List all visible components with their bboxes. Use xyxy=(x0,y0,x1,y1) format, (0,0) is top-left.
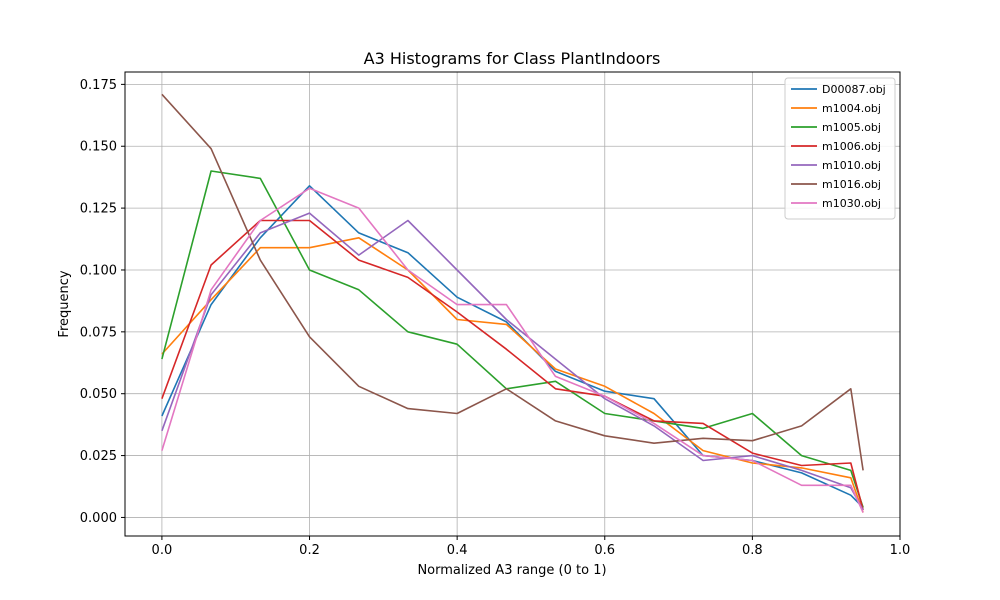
x-tick-label: 0.0 xyxy=(152,543,173,558)
y-axis-label: Frequency xyxy=(57,270,72,337)
x-tick-label: 0.4 xyxy=(447,543,468,558)
x-tick-label: 1.0 xyxy=(890,543,911,558)
legend-label-m1004-obj: m1004.obj xyxy=(822,102,881,115)
x-axis-label: Normalized A3 range (0 to 1) xyxy=(417,563,606,578)
series-line-m1004-obj xyxy=(161,237,864,513)
x-tick-label: 0.8 xyxy=(742,543,763,558)
y-tick-label: 0.100 xyxy=(80,263,117,278)
y-tick-label: 0.125 xyxy=(80,202,117,217)
y-tick-label: 0.175 xyxy=(80,78,117,93)
series-layer xyxy=(161,93,864,513)
y-tick-label: 0.000 xyxy=(80,511,117,526)
series-line-m1010-obj xyxy=(161,212,864,511)
chart-title: A3 Histograms for Class PlantIndoors xyxy=(364,49,661,68)
legend: D00087.obj m1004.obj m1005.obj m1006.obj m10… xyxy=(784,77,896,220)
ticks: 0.0 0.2 0.4 0.6 0.8 1.0 0.000 0.025 0.050 0.075 0.… xyxy=(80,78,911,558)
legend-label-m1005-obj: m1005.obj xyxy=(822,121,881,134)
x-tick-label: 0.6 xyxy=(594,543,615,558)
series-line-m1005-obj xyxy=(161,170,864,508)
plot-frame xyxy=(124,71,901,537)
legend-label-m1010-obj: m1010.obj xyxy=(822,159,881,172)
y-tick-label: 0.075 xyxy=(80,325,117,340)
legend-label-m1006-obj: m1006.obj xyxy=(822,140,881,153)
series-line-m1030-obj xyxy=(161,187,864,513)
y-tick-label: 0.150 xyxy=(80,140,117,155)
y-tick-label: 0.025 xyxy=(80,449,117,464)
x-tick-label: 0.2 xyxy=(299,543,320,558)
y-tick-label: 0.050 xyxy=(80,387,117,402)
legend-label-m1030-obj: m1030.obj xyxy=(822,197,881,210)
series-line-d00087-obj xyxy=(161,185,864,509)
legend-label-m1016-obj: m1016.obj xyxy=(822,178,881,191)
legend-label-d00087-obj: D00087.obj xyxy=(822,83,886,96)
series-line-m1006-obj xyxy=(161,219,864,511)
series-line-m1016-obj xyxy=(161,93,864,471)
